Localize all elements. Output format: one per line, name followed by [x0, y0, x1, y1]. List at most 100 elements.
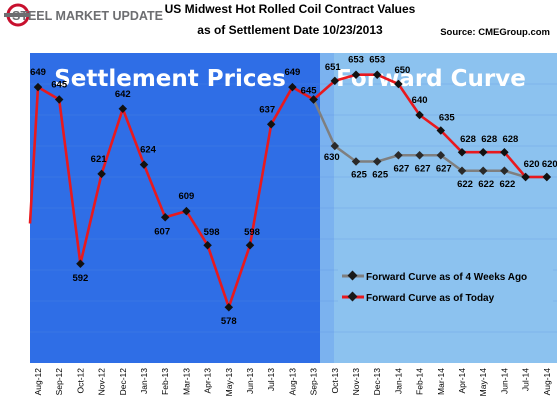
x-tick-label: Dec-12 [118, 368, 128, 396]
data-label-4-weeks-ago: 625 [351, 170, 368, 181]
data-point-today [160, 213, 170, 222]
legend-swatch-today [342, 291, 364, 302]
data-label-today: 640 [412, 95, 428, 106]
x-tick-label: Aug-14 [542, 368, 552, 396]
legend-swatch-ago [342, 270, 364, 281]
data-label-today: 649 [284, 67, 300, 78]
x-tick-label: Apr-13 [203, 368, 213, 394]
data-label-today: 609 [178, 191, 194, 202]
data-point-today [309, 95, 318, 104]
data-label-today: 620 [542, 159, 557, 170]
legend-box [338, 266, 553, 306]
data-point-today [76, 259, 85, 269]
data-label-4-weeks-ago: 627 [415, 163, 431, 174]
data-point-4-weeks-ago [436, 151, 446, 160]
x-tick-label: Sep-12 [54, 368, 64, 396]
data-label-today: 637 [259, 104, 275, 115]
x-tick-label: Apr-14 [457, 368, 467, 394]
data-label-4-weeks-ago: 625 [372, 170, 389, 181]
data-point-today [139, 160, 149, 169]
x-tick-label: Jun-14 [499, 368, 509, 394]
x-tick-label: Jul-14 [521, 368, 531, 391]
x-tick-label: Jan-13 [139, 368, 149, 394]
forward-panel-label: Forward Curve [336, 66, 526, 92]
data-point-today [288, 82, 297, 92]
data-label-today: 642 [115, 89, 131, 100]
data-label-4-weeks-ago: 630 [324, 152, 340, 163]
chart-title: US Midwest Hot Rolled Coil Contract Valu… [165, 2, 416, 16]
data-point-today [330, 76, 340, 86]
data-label-4-weeks-ago: 627 [393, 163, 409, 174]
data-point-today [54, 95, 64, 104]
series-line-today [28, 73, 547, 309]
data-label-today: 598 [204, 227, 220, 238]
x-tick-label: Nov-12 [97, 368, 107, 396]
x-axis-ticks: Aug-12 Sep-12 Oct-12 Nov-12 Dec-12 Jan-13 Feb-… [33, 368, 552, 397]
chart-subtitle: as of Settlement Date 10/23/2013 [197, 23, 383, 37]
data-point-today [224, 302, 234, 312]
series-line-4-weeks-ago [312, 98, 547, 179]
data-point-4-weeks-ago [330, 141, 340, 151]
data-point-today [97, 169, 106, 179]
data-labels: 6496455926216426246076095985785986376496… [30, 55, 557, 328]
data-point-4-weeks-ago [457, 166, 467, 176]
data-point-today [394, 79, 403, 89]
data-point-4-weeks-ago [500, 166, 509, 176]
logo-text: STEEL MARKET UPDATE [12, 9, 163, 23]
data-label-today: 592 [72, 273, 88, 284]
data-point-today [351, 70, 361, 79]
data-label-today: 628 [481, 134, 497, 145]
x-tick-label: Oct-13 [330, 368, 340, 394]
data-point-today [118, 104, 128, 114]
x-tick-label: Jul-13 [266, 368, 276, 391]
data-label-today: 651 [325, 62, 342, 73]
data-point-today [245, 240, 255, 250]
source-note: Source: CMEGroup.com [440, 27, 550, 38]
data-label-today: 621 [91, 154, 108, 165]
x-tick-label: Jun-13 [245, 368, 255, 394]
data-label-today: 598 [244, 227, 260, 238]
x-tick-label: Oct-12 [75, 368, 85, 394]
data-point-today [478, 147, 488, 157]
data-point-today [203, 240, 212, 250]
logo-mark-icon [4, 3, 30, 27]
data-label-today: 620 [524, 159, 540, 170]
data-point-today [372, 70, 382, 79]
logo: STEEL MARKET UPDATE [4, 3, 163, 27]
data-label-today: 645 [51, 80, 68, 91]
legend-label-ago: Forward Curve as of 4 Weeks Ago [366, 272, 527, 283]
x-tick-label: Mar-14 [436, 368, 446, 395]
data-label-4-weeks-ago: 622 [457, 179, 473, 190]
data-label-today: 645 [301, 86, 318, 97]
data-point-today [436, 126, 446, 135]
x-tick-label: Sep-13 [309, 368, 319, 396]
data-label-today: 650 [394, 65, 410, 76]
legend-label-today: Forward Curve as of Today [366, 293, 495, 304]
data-point-4-weeks-ago [415, 151, 424, 160]
data-label-today: 653 [369, 55, 385, 66]
data-point-today [182, 206, 191, 216]
x-tick-label: Jan-14 [393, 368, 403, 394]
data-label-today: 653 [348, 55, 364, 66]
data-point-today [33, 82, 43, 92]
x-tick-label: Dec-13 [372, 368, 382, 396]
data-label-today: 578 [221, 316, 237, 327]
x-tick-label: Mar-13 [181, 368, 191, 395]
data-point-today [500, 147, 509, 157]
data-point-4-weeks-ago [394, 151, 403, 160]
x-tick-label: Feb-13 [160, 368, 170, 395]
x-tick-label: Aug-13 [287, 368, 297, 396]
data-label-4-weeks-ago: 622 [478, 179, 494, 190]
data-point-today [457, 147, 467, 157]
data-label-4-weeks-ago: 627 [436, 163, 452, 174]
data-label-4-weeks-ago: 622 [499, 179, 515, 190]
settlement-panel-label: Settlement Prices [54, 66, 286, 92]
data-point-today [415, 110, 424, 120]
data-label-today: 607 [154, 226, 170, 237]
data-label-today: 628 [502, 134, 518, 145]
x-tick-label: May-13 [224, 368, 234, 397]
data-point-4-weeks-ago [372, 157, 382, 166]
x-tick-label: Feb-14 [415, 368, 425, 395]
x-tick-label: Nov-13 [351, 368, 361, 396]
